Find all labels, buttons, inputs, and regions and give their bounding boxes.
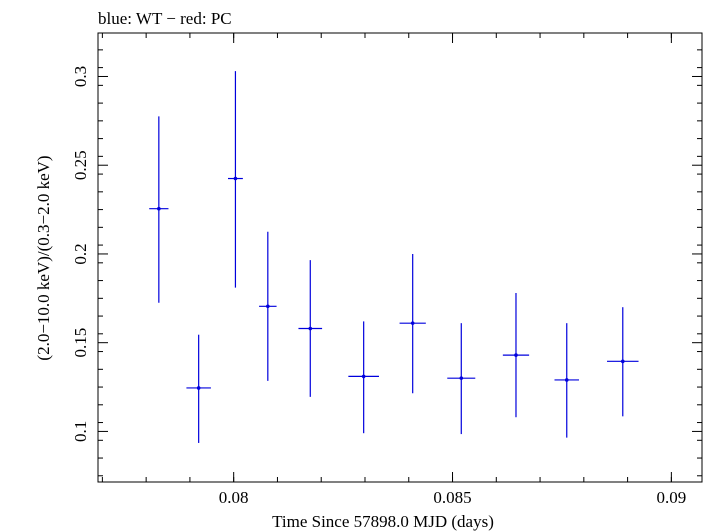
data-point <box>554 323 580 438</box>
data-point <box>149 116 169 303</box>
point-marker <box>157 206 161 211</box>
point-marker <box>514 353 518 357</box>
data-point <box>447 323 476 435</box>
chart-title: blue: WT − red: PC <box>98 9 232 28</box>
x-axis-label: Time Since 57898.0 MJD (days) <box>272 512 494 531</box>
point-marker <box>620 359 625 364</box>
point-marker <box>308 326 313 331</box>
data-point <box>607 307 639 417</box>
data-point <box>298 260 323 397</box>
data-point <box>502 292 530 418</box>
point-marker <box>196 386 201 390</box>
point-marker <box>266 304 270 309</box>
y-tick-label: 0.25 <box>71 150 90 180</box>
data-point <box>186 334 211 443</box>
plot-frame <box>97 32 703 483</box>
x-tick-label: 0.085 <box>433 488 471 507</box>
data-point <box>227 71 243 288</box>
y-tick-label: 0.2 <box>71 243 90 264</box>
y-tick-label: 0.1 <box>71 421 90 442</box>
y-tick-label: 0.3 <box>71 66 90 87</box>
data-point <box>259 231 277 381</box>
point-marker <box>564 378 569 382</box>
y-axis-label: (2.0−10.0 keV)/(0.3−2.0 keV) <box>34 155 53 360</box>
data-points <box>149 71 639 443</box>
x-tick-label: 0.09 <box>656 488 686 507</box>
data-point <box>399 253 426 394</box>
y-tick-label: 0.15 <box>71 328 90 358</box>
point-marker <box>233 176 238 181</box>
point-marker <box>459 376 464 380</box>
data-point <box>348 321 379 434</box>
point-marker <box>361 374 366 379</box>
x-tick-label: 0.08 <box>219 488 249 507</box>
point-marker <box>410 321 415 325</box>
axis-ticks: 0.08 0.085 0.09 0.1 0.15 0.2 0.25 0.3 <box>71 33 702 507</box>
